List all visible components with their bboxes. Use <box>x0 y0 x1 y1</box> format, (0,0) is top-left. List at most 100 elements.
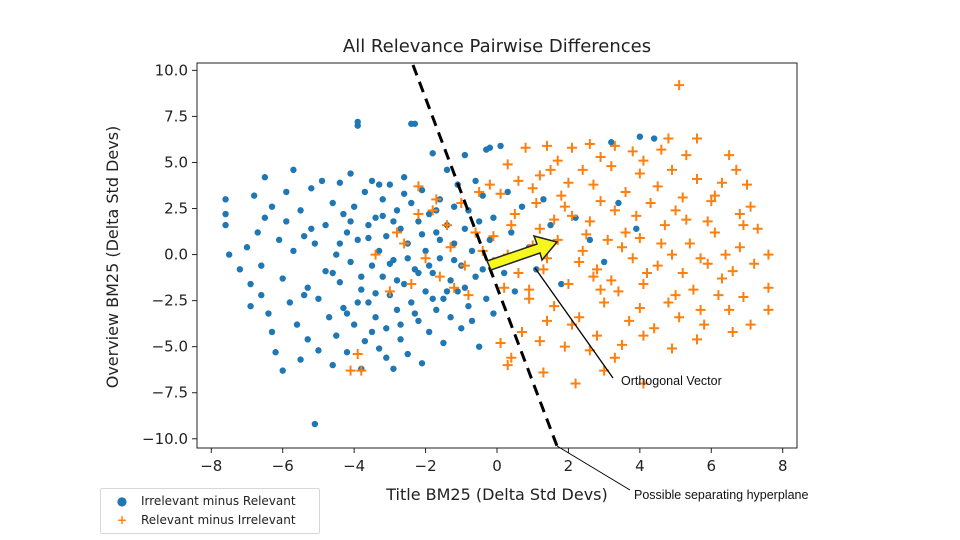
irrelevant-point <box>386 260 394 267</box>
x-tick-label: 4 <box>635 457 645 475</box>
irrelevant-point <box>333 332 340 339</box>
relevant-point <box>692 334 702 345</box>
irrelevant-point <box>250 192 258 199</box>
relevant-point <box>724 150 735 161</box>
irrelevant-point <box>475 343 483 350</box>
relevant-point <box>681 214 692 225</box>
orthogonal-vector-leader <box>534 267 614 379</box>
relevant-point <box>445 242 456 253</box>
irrelevant-point <box>375 247 383 255</box>
plot-area-frame <box>196 62 798 449</box>
x-tick-label: −2 <box>415 457 437 475</box>
relevant-point <box>692 174 702 185</box>
irrelevant-point <box>304 336 311 343</box>
relevant-point <box>652 260 663 271</box>
relevant-point <box>345 365 356 376</box>
relevant-point <box>592 264 602 275</box>
irrelevant-point <box>390 365 397 372</box>
ticks-layer: −8 −6 −4 −2 0 2 4 6 8 10.0 7.5 5.0 2.5 0.0 −2.5 −5.0 −7.… <box>142 61 787 475</box>
irrelevant-point <box>383 354 390 361</box>
legend-label: Relevant minus Irrelevant <box>141 513 296 527</box>
circle-marker-icon: ● <box>116 494 128 508</box>
irrelevant-point <box>633 225 640 232</box>
relevant-point <box>549 301 560 312</box>
irrelevant-point <box>268 203 276 210</box>
relevant-point <box>667 343 677 354</box>
hyperplane-annotation: Possible separating hyperplane <box>634 488 809 502</box>
irrelevant-point <box>400 190 408 197</box>
irrelevant-point <box>472 273 479 280</box>
irrelevant-point <box>447 277 454 284</box>
relevant-point <box>570 378 581 389</box>
relevant-point <box>663 297 674 308</box>
irrelevant-point <box>354 118 361 126</box>
irrelevant-point <box>293 321 301 328</box>
relevant-point <box>470 227 481 238</box>
relevant-point <box>638 378 649 389</box>
irrelevant-point <box>397 225 404 232</box>
irrelevant-point <box>411 120 419 127</box>
relevant-point <box>513 175 524 186</box>
irrelevant-point <box>393 277 401 284</box>
relevant-point <box>717 273 727 284</box>
irrelevant-point <box>336 279 344 286</box>
relevant-point <box>542 140 552 151</box>
irrelevant-point <box>311 240 319 247</box>
irrelevant-point <box>436 255 444 262</box>
irrelevant-point <box>283 188 290 196</box>
irrelevant-point <box>425 262 433 269</box>
relevant-point <box>577 164 588 175</box>
irrelevant-point <box>461 225 469 232</box>
relevant-point <box>702 216 713 227</box>
relevant-point <box>677 192 688 203</box>
relevant-point <box>534 170 545 181</box>
relevant-point <box>638 155 649 166</box>
relevant-point <box>567 210 577 221</box>
irrelevant-point <box>418 186 426 194</box>
relevant-point <box>709 227 720 238</box>
relevant-point <box>506 352 517 363</box>
irrelevant-point <box>261 214 269 221</box>
irrelevant-point <box>275 236 283 244</box>
relevant-point <box>717 177 727 188</box>
orthogonal-vector-annotation: Orthogonal Vector <box>621 374 722 388</box>
relevant-point <box>509 209 520 220</box>
irrelevant-point <box>450 240 458 247</box>
irrelevant-point <box>258 262 265 269</box>
irrelevant-point <box>425 210 433 218</box>
irrelevant-point <box>300 232 308 240</box>
relevant-point <box>527 183 538 194</box>
relevant-point <box>577 245 588 256</box>
relevant-point <box>488 231 499 242</box>
x-axis-label: Title BM25 (Delta Std Devs) <box>385 485 608 504</box>
relevant-point <box>724 304 735 315</box>
relevant-point <box>542 315 552 326</box>
irrelevant-point <box>297 207 304 214</box>
relevant-point <box>502 159 513 170</box>
irrelevant-point <box>225 251 233 258</box>
irrelevant-point <box>393 306 401 314</box>
relevant-point <box>659 220 670 231</box>
relevant-point <box>638 330 649 341</box>
relevant-point <box>749 258 760 269</box>
relevant-point <box>606 275 617 286</box>
relevant-point <box>392 227 402 238</box>
relevant-point <box>552 234 563 245</box>
irrelevant-point <box>383 232 390 240</box>
irrelevant-point <box>286 299 294 306</box>
relevant-point <box>738 291 749 302</box>
relevant-point <box>631 210 642 221</box>
relevant-point <box>370 249 381 260</box>
relevant-point <box>484 179 495 190</box>
irrelevant-point <box>350 321 358 328</box>
irrelevant-point <box>540 196 547 203</box>
relevant-point <box>499 282 510 293</box>
relevant-point <box>559 201 570 212</box>
irrelevant-point <box>400 280 408 288</box>
irrelevant-point <box>340 210 347 218</box>
relevant-point <box>695 253 706 264</box>
irrelevant-point <box>429 269 436 277</box>
relevant-point <box>620 227 631 238</box>
irrelevant-point <box>518 203 526 210</box>
irrelevant-point <box>490 214 497 221</box>
